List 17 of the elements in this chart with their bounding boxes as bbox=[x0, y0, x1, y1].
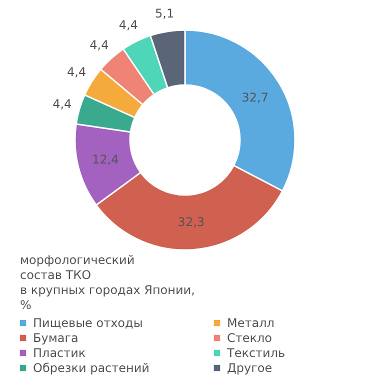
data-label: 12,4 bbox=[92, 152, 119, 167]
legend-label: Пищевые отходы bbox=[33, 316, 143, 330]
legend-label: Обрезки растений bbox=[33, 361, 150, 375]
legend-label: Другое bbox=[227, 361, 272, 375]
data-label: 32,3 bbox=[178, 214, 205, 229]
legend-label: Бумага bbox=[33, 331, 78, 345]
data-label: 4,4 bbox=[90, 38, 109, 52]
legend-label: Пластик bbox=[33, 346, 86, 360]
legend-label: Стекло bbox=[227, 331, 272, 345]
legend-label: Текстиль bbox=[226, 346, 286, 360]
data-label: 5,1 bbox=[155, 6, 174, 21]
legend-label: Металл bbox=[227, 316, 274, 330]
data-label: 4,4 bbox=[67, 64, 86, 79]
data-label: 32,7 bbox=[242, 90, 268, 105]
data-label: 4,4 bbox=[118, 18, 138, 32]
text: морфологический состав ТКО в крупных городах Японии, % bbox=[20, 253, 195, 312]
data-label: 4,4 bbox=[52, 97, 72, 112]
